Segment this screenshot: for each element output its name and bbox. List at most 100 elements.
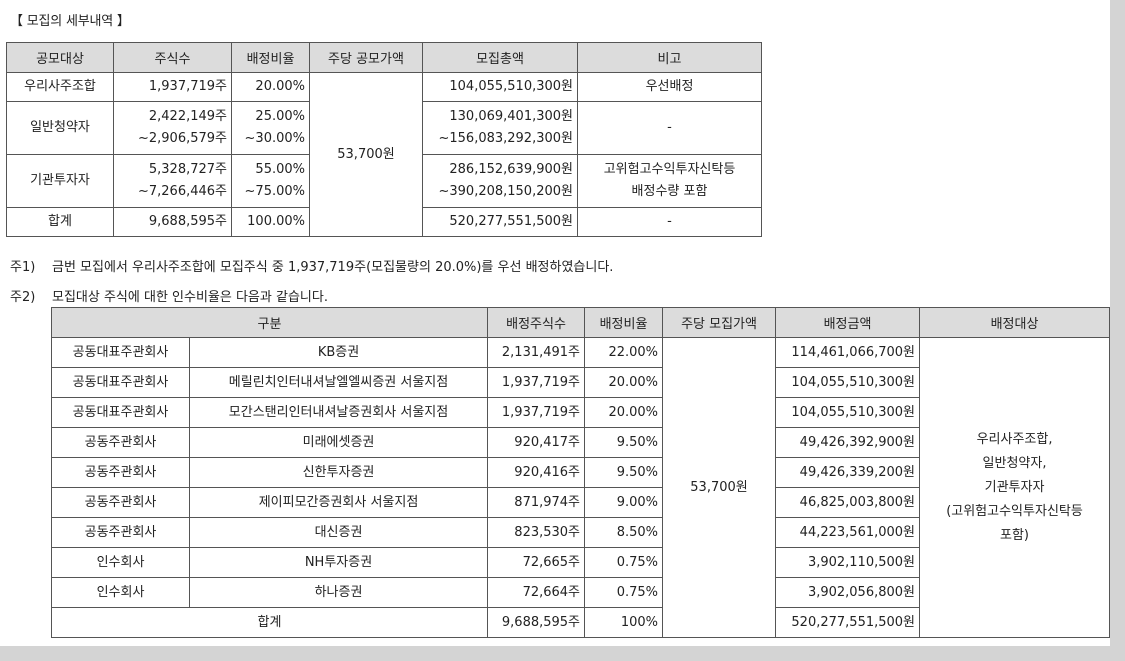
shares-cell: 920,416주 bbox=[487, 457, 586, 488]
table-header-row: 구분 배정주식수 배정비율 주당 모집가액 배정금액 배정대상 bbox=[50, 307, 1111, 338]
ratio-max: ~30.00% bbox=[244, 131, 305, 146]
target-cell: 우리사주조합 bbox=[6, 72, 114, 102]
role-cell: 공동주관회사 bbox=[51, 517, 190, 548]
table-row: 기관투자자 5,328,727주 ~7,266,446주 55.00% ~75.… bbox=[6, 154, 762, 208]
alloc-line: 우리사주조합, bbox=[976, 431, 1053, 447]
shares-cell: 1,937,719주 bbox=[487, 397, 586, 428]
header-cell: 배정대상 bbox=[919, 307, 1111, 338]
shares-min: 2,422,149주 bbox=[148, 109, 227, 124]
ratio-max: ~75.00% bbox=[244, 184, 305, 199]
target-cell: 일반청약자 bbox=[6, 101, 114, 155]
header-cell: 배정비율 bbox=[584, 307, 664, 338]
ratio-cell: 20.00% bbox=[584, 367, 664, 398]
firm-cell: 모간스탠리인터내셔날증권회사 서울지점 bbox=[188, 397, 489, 428]
role-cell: 공동대표주관회사 bbox=[51, 367, 190, 398]
section-heading: 【 모집의 세부내역 】 bbox=[10, 14, 130, 29]
amount-cell: 3,902,110,500원 bbox=[775, 547, 921, 578]
amount-cell: 520,277,551,500원 bbox=[775, 607, 921, 638]
table-row: 공동대표주관회사 KB증권 2,131,491주 22.00% 53,700원 … bbox=[51, 337, 1111, 638]
amount-cell: 130,069,401,300원 ~156,083,292,300원 bbox=[422, 101, 578, 155]
firm-cell: 미래에셋증권 bbox=[188, 427, 489, 458]
shares-cell: 1,937,719주 bbox=[113, 72, 232, 102]
ratio-cell: 22.00% bbox=[584, 337, 664, 368]
ratio-cell: 20.00% bbox=[584, 397, 664, 428]
role-cell: 공동주관회사 bbox=[51, 457, 190, 488]
role-cell: 공동대표주관회사 bbox=[51, 337, 190, 368]
role-cell: 인수회사 bbox=[51, 577, 190, 608]
note-cell: 고위험고수익투자신탁등 배정수량 포함 bbox=[577, 154, 762, 208]
alloc-line: 기관투자자 bbox=[984, 479, 1045, 495]
underwriting-ratio-table: 구분 배정주식수 배정비율 주당 모집가액 배정금액 배정대상 공동대표주관회사… bbox=[50, 307, 1111, 638]
ratio-cell: 0.75% bbox=[584, 547, 664, 578]
firm-cell: 제이피모간증권회사 서울지점 bbox=[188, 487, 489, 518]
header-cell: 비고 bbox=[577, 42, 762, 73]
firm-cell: 신한투자증권 bbox=[188, 457, 489, 488]
ratio-cell: 8.50% bbox=[584, 517, 664, 548]
table-row: 공동대표주관회사 모간스탠리인터내셔날증권회사 서울지점 1,937,719주 … bbox=[51, 397, 1110, 428]
shares-cell: 72,665주 bbox=[487, 547, 586, 578]
role-cell: 공동주관회사 bbox=[51, 487, 190, 518]
table-row: 공동주관회사 미래에셋증권 920,417주 9.50% 49,426,392,… bbox=[51, 427, 1110, 458]
footnote-label: 주1) bbox=[10, 260, 36, 275]
table-header-row: 공모대상 주식수 배정비율 주당 공모가액 모집총액 비고 bbox=[6, 42, 762, 73]
footnote-text: 금번 모집에서 우리사주조합에 모집주식 중 1,937,719주(모집물량의 … bbox=[52, 260, 614, 275]
header-cell: 배정금액 bbox=[775, 307, 921, 338]
firm-cell: 대신증권 bbox=[188, 517, 489, 548]
table-total-row: 합계 9,688,595주 100.00% 520,277,551,500원 - bbox=[6, 207, 762, 237]
alloc-target-cell: 우리사주조합, 일반청약자, 기관투자자 (고위험고수익투자신탁등 포함) bbox=[919, 337, 1111, 638]
offering-detail-table: 공모대상 주식수 배정비율 주당 공모가액 모집총액 비고 우리사주조합 1,9… bbox=[6, 42, 762, 237]
shares-min: 5,328,727주 bbox=[148, 162, 227, 177]
footnote-text: 모집대상 주식에 대한 인수비율은 다음과 같습니다. bbox=[52, 290, 328, 305]
ratio-min: 25.00% bbox=[255, 109, 305, 124]
shares-cell: 72,664주 bbox=[487, 577, 586, 608]
amount-cell: 114,461,066,700원 bbox=[775, 337, 921, 368]
note-cell: 우선배정 bbox=[577, 72, 762, 102]
amount-max: ~390,208,150,200원 bbox=[438, 184, 573, 199]
role-cell: 인수회사 bbox=[51, 547, 190, 578]
ratio-cell: 55.00% ~75.00% bbox=[231, 154, 310, 208]
alloc-line: 포함) bbox=[1000, 527, 1030, 543]
amount-cell: 49,426,339,200원 bbox=[775, 457, 921, 488]
ratio-cell: 20.00% bbox=[231, 72, 310, 102]
header-cell: 배정주식수 bbox=[487, 307, 586, 338]
firm-cell: 메릴린치인터내셔날엘엘씨증권 서울지점 bbox=[188, 367, 489, 398]
note-cell: - bbox=[577, 101, 762, 155]
price-cell: 53,700원 bbox=[309, 72, 423, 237]
shares-cell: 5,328,727주 ~7,266,446주 bbox=[113, 154, 232, 208]
table-row: 우리사주조합 1,937,719주 20.00% 53,700원 104,055… bbox=[6, 72, 762, 237]
header-cell: 주당 공모가액 bbox=[309, 42, 423, 73]
amount-cell: 104,055,510,300원 bbox=[422, 72, 578, 102]
footnote-1: 주1) 금번 모집에서 우리사주조합에 모집주식 중 1,937,719주(모집물… bbox=[10, 256, 613, 275]
ratio-min: 55.00% bbox=[255, 162, 305, 177]
table-row: 공동주관회사 제이피모간증권회사 서울지점 871,974주 9.00% 46,… bbox=[51, 487, 1110, 518]
shares-max: ~2,906,579주 bbox=[137, 131, 227, 146]
amount-cell: 104,055,510,300원 bbox=[775, 397, 921, 428]
note-line: 고위험고수익투자신탁등 bbox=[603, 162, 736, 177]
ratio-cell: 9.00% bbox=[584, 487, 664, 518]
shares-max: ~7,266,446주 bbox=[137, 184, 227, 199]
shares-cell: 920,417주 bbox=[487, 427, 586, 458]
ratio-cell: 100.00% bbox=[231, 207, 310, 237]
header-cell: 구분 bbox=[50, 307, 489, 338]
target-cell: 합계 bbox=[6, 207, 114, 237]
ratio-cell: 0.75% bbox=[584, 577, 664, 608]
shares-cell: 2,131,491주 bbox=[487, 337, 586, 368]
amount-cell: 3,902,056,800원 bbox=[775, 577, 921, 608]
header-cell: 공모대상 bbox=[6, 42, 114, 73]
amount-cell: 46,825,003,800원 bbox=[775, 487, 921, 518]
table-row: 공동대표주관회사 메릴린치인터내셔날엘엘씨증권 서울지점 1,937,719주 … bbox=[51, 367, 1110, 398]
amount-min: 286,152,639,900원 bbox=[449, 162, 573, 177]
firm-cell: 하나증권 bbox=[188, 577, 489, 608]
amount-max: ~156,083,292,300원 bbox=[438, 131, 573, 146]
header-cell: 모집총액 bbox=[422, 42, 578, 73]
ratio-cell: 25.00% ~30.00% bbox=[231, 101, 310, 155]
ratio-cell: 9.50% bbox=[584, 427, 664, 458]
alloc-line: (고위험고수익투자신탁등 bbox=[946, 503, 1083, 519]
amount-cell: 286,152,639,900원 ~390,208,150,200원 bbox=[422, 154, 578, 208]
table-row: 일반청약자 2,422,149주 ~2,906,579주 25.00% ~30.… bbox=[6, 101, 762, 155]
header-cell: 배정비율 bbox=[231, 42, 310, 73]
target-cell: 기관투자자 bbox=[6, 154, 114, 208]
footnote-2: 주2) 모집대상 주식에 대한 인수비율은 다음과 같습니다. bbox=[10, 286, 328, 305]
ratio-cell: 9.50% bbox=[584, 457, 664, 488]
header-cell: 주당 모집가액 bbox=[662, 307, 777, 338]
